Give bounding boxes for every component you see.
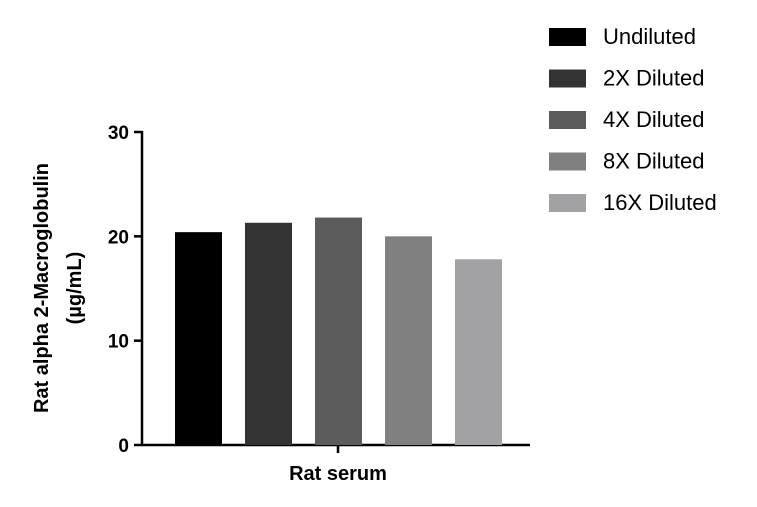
legend-swatch	[549, 28, 586, 46]
y-tick-label: 30	[108, 123, 129, 144]
bar-2x-diluted	[245, 222, 292, 445]
legend-label: Undiluted	[603, 24, 696, 49]
y-axis: 0 10 20 30	[108, 123, 144, 457]
y-tick-label: 0	[118, 436, 129, 457]
legend-label: 16X Diluted	[603, 190, 717, 215]
bar-undiluted	[175, 232, 222, 445]
bar-4x-diluted	[315, 217, 362, 445]
bar-8x-diluted	[385, 236, 432, 445]
x-axis-title: Rat serum	[289, 463, 387, 485]
legend-swatch	[549, 152, 586, 171]
bar-16x-diluted	[455, 259, 502, 445]
bars	[175, 217, 502, 445]
legend-label: 2X Diluted	[603, 66, 705, 91]
legend-label: 4X Diluted	[603, 107, 705, 132]
y-tick-label: 10	[108, 332, 129, 353]
legend-swatch	[549, 194, 586, 212]
y-axis-title-line-2: (µg/mL)	[64, 252, 86, 325]
y-tick-label: 20	[108, 227, 129, 248]
legend: Undiluted 2X Diluted 4X Diluted 8X Diluted 1…	[549, 24, 717, 215]
legend-swatch	[549, 111, 586, 129]
y-axis-title-line-1: Rat alpha 2-Macroglobulin	[31, 163, 53, 413]
legend-swatch	[549, 69, 586, 88]
x-axis	[141, 443, 530, 453]
legend-label: 8X Diluted	[603, 149, 705, 174]
